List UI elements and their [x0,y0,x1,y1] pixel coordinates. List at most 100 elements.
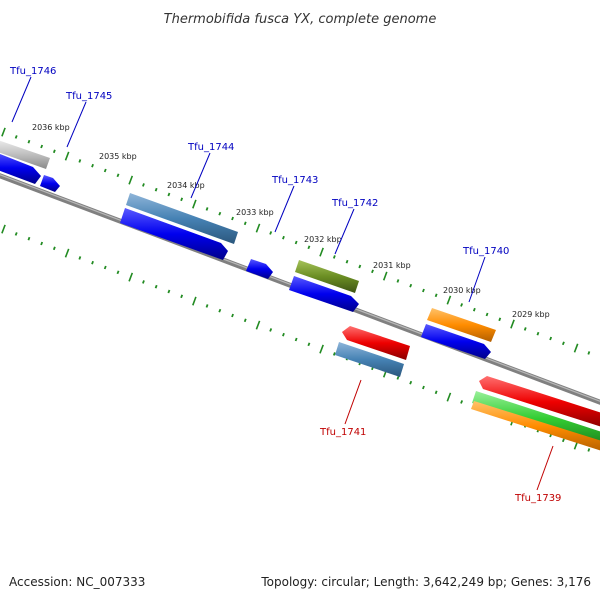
outer-ring-tick [434,293,438,298]
outer-ring-tick [154,187,158,192]
outer-ring-tick [523,327,527,331]
cds-tfu1742[interactable] [289,276,359,312]
outer-ring-tick [382,271,388,281]
label-tfu1745[interactable]: Tfu_1745 [65,91,112,102]
label-leaders [11,76,554,491]
outer-ring-tick [319,247,324,257]
outer-ring-tick [358,264,362,269]
outer-ring-tick [243,221,247,226]
label-tfu1740[interactable]: Tfu_1740 [462,246,509,257]
cds-tfu1740[interactable] [421,324,491,359]
outer-ring-tick [192,199,197,209]
inner-ring-tick [27,236,31,241]
kbp-label-2030: 2030 kbp [443,286,481,295]
leader-tfu1744 [190,152,211,199]
inner-ring-tick [218,308,222,313]
outer-ring-tick [332,255,336,259]
inner-ring-tick [167,289,171,294]
label-tfu1746[interactable]: Tfu_1746 [9,66,56,77]
leader-tfu1740 [468,256,486,303]
outer-ring-tick [142,183,145,187]
outer-ring-tick [52,149,56,154]
outer-ring-tick [307,245,311,250]
inner-ring-tick [269,328,273,332]
outer-ring-tick [231,216,234,221]
inner-ring-tick [192,296,197,306]
outer-ring-tick [167,192,171,197]
label-tfu1739[interactable]: Tfu_1739 [514,493,561,504]
outer-ring-tick [422,288,425,293]
gene-tfu1744[interactable] [126,193,238,244]
gene-tfu1742[interactable] [295,260,359,293]
inner-ring-tick [154,284,158,289]
leader-tfu1739 [536,445,554,491]
outer-ring-tick [345,259,349,264]
kbp-label-2036: 2036 kbp [32,123,70,132]
label-tfu1743[interactable]: Tfu_1743 [271,175,318,186]
inner-ring-tick [243,318,247,323]
inner-ring-tick [319,344,324,354]
outer-ring-tick [460,303,464,307]
leader-tfu1742 [334,208,355,255]
outer-ring-tick [269,231,273,235]
inner-ring-tick [294,337,298,342]
outer-ring-tick [549,336,553,341]
inner-ring-tick [116,270,120,275]
kbp-label-2029: 2029 kbp [512,310,550,319]
inner-ring-tick [434,390,438,395]
outer-ring-tick [180,197,184,202]
gene-tfu1740[interactable] [427,308,496,342]
inner-ring-tick [282,332,285,337]
outer-ring-tick [282,235,285,240]
outer-ring-tick [294,240,298,245]
cds-tfu1743[interactable] [246,259,273,279]
outer-ring-tick [573,343,579,353]
kbp-label-2032: 2032 kbp [304,235,342,244]
inner-ring-tick [231,313,234,318]
outer-ring-tick [218,211,222,216]
outer-ring-tick [14,135,18,139]
outer-ring-tick [396,279,400,283]
outer-ring-tick [116,173,120,178]
inner-ring-tick [446,392,452,402]
outer-ring-tick [1,127,6,137]
forward-cds-features [0,152,491,359]
inner-ring-tick [103,265,107,270]
outer-ring-tick [561,341,565,346]
outer-ring-tick [128,175,134,185]
cds-tfu1745[interactable] [40,175,60,192]
inner-ring-tick [255,320,261,330]
outer-ring-tick [498,317,502,322]
cds-tfu1746[interactable] [0,152,41,184]
inner-ring-tick [40,241,44,246]
gene-tfu1746[interactable] [0,139,50,169]
outer-ring-tick [485,312,489,317]
kbp-label-2034: 2034 kbp [167,181,205,190]
outer-ring-tick [446,295,452,305]
leader-tfu1741 [344,379,362,425]
inner-ring-tick [14,232,18,236]
outer-tick-ring [1,127,591,355]
gene-tfu1739-orange[interactable] [471,401,600,452]
reverse-gene-features [335,342,600,452]
kbp-label-2031: 2031 kbp [373,261,411,270]
cds-tfu1741[interactable] [342,326,410,360]
inner-ring-tick [205,304,209,308]
gene-tfu1741[interactable] [335,342,404,377]
label-tfu1744[interactable]: Tfu_1744 [187,142,234,153]
label-tfu1742[interactable]: Tfu_1742 [331,198,378,209]
inner-ring-tick [460,400,464,404]
label-tfu1741[interactable]: Tfu_1741 [319,427,366,438]
outer-ring-tick [536,331,540,336]
inner-ring-tick [128,272,134,282]
inner-ring-tick [142,280,145,284]
inner-ring-tick [587,448,591,452]
outer-ring-tick [255,223,261,233]
inner-ring-tick [307,342,311,347]
leader-tfu1745 [66,101,87,148]
accession-text: Accession: NC_007333 [9,575,145,589]
cds-tfu1744[interactable] [120,208,228,260]
outer-ring-tick [409,283,413,288]
inner-ring-tick [64,248,70,258]
cds-tfu1739[interactable] [479,376,600,428]
